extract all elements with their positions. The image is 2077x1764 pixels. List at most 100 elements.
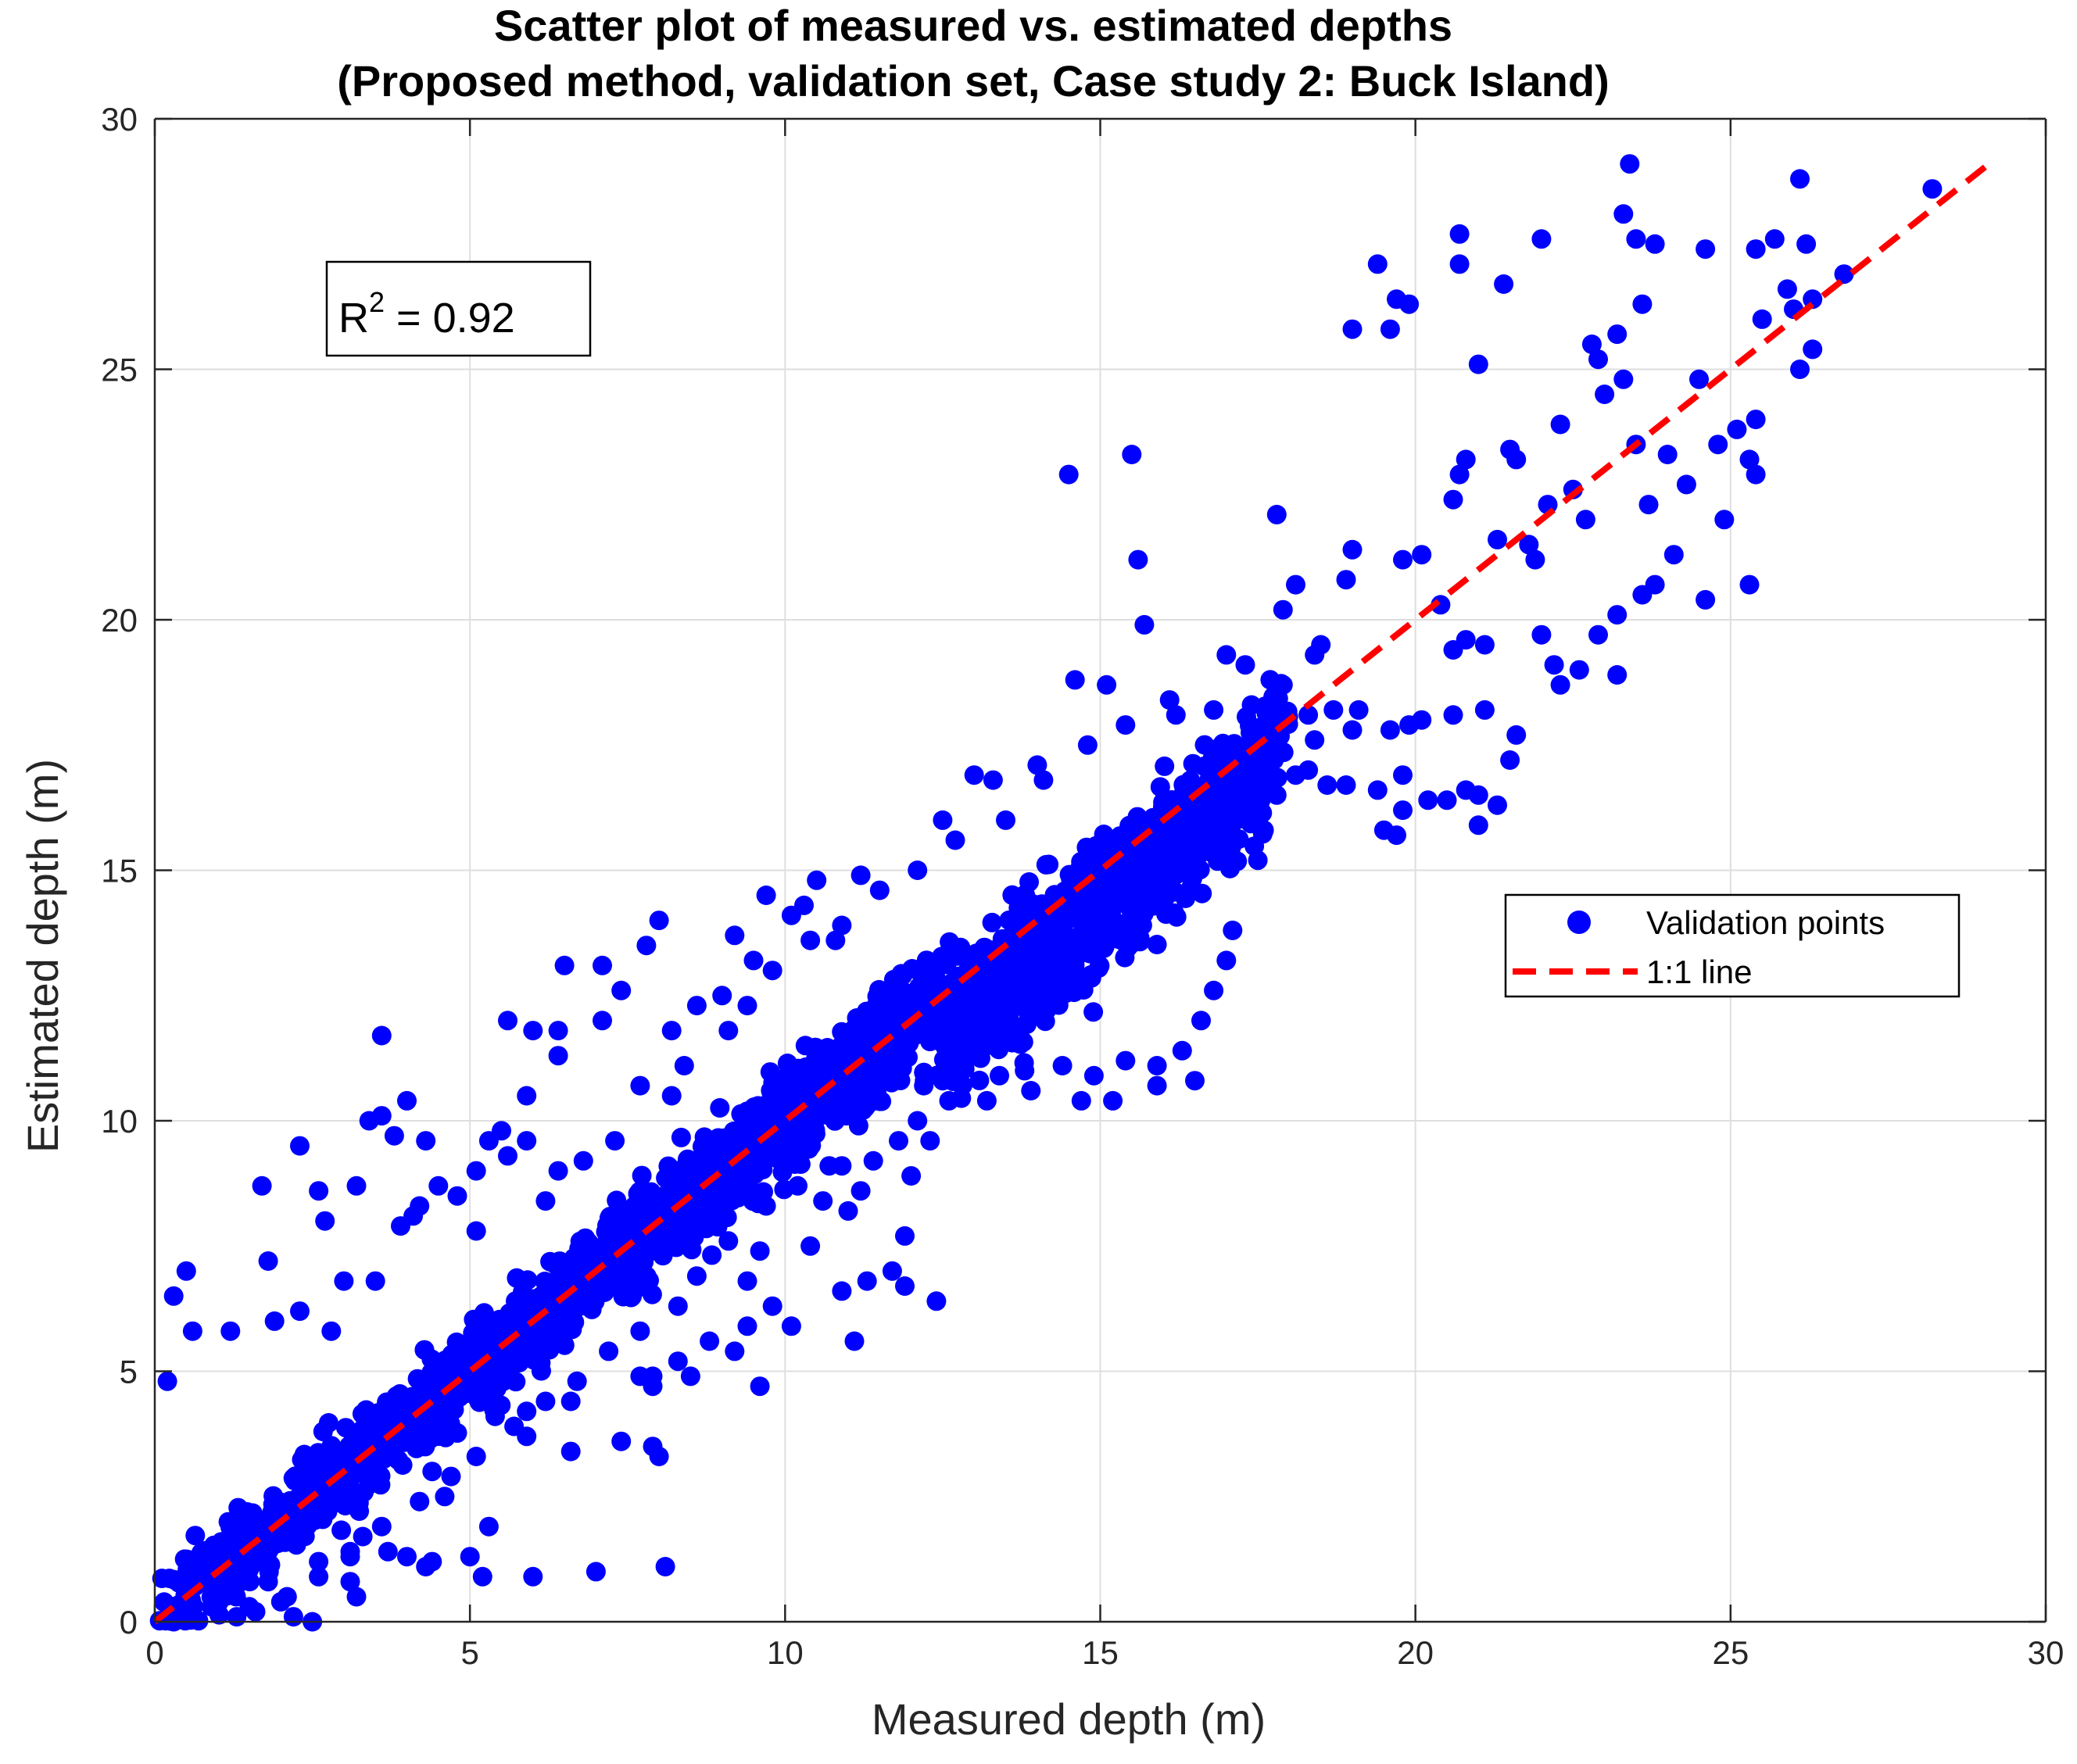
data-point [1020,974,1040,994]
data-point [517,1131,537,1151]
data-point [1336,775,1356,795]
data-point [668,1296,688,1316]
data-point [182,1321,202,1341]
data-point [1550,414,1570,435]
data-point [1241,695,1262,715]
data-point [1298,705,1319,725]
data-point [1223,920,1243,940]
x-tick-label: 20 [1397,1634,1434,1671]
data-point [441,1466,461,1487]
data-point [1204,700,1224,720]
data-point [378,1541,398,1562]
data-point [725,925,745,946]
data-point [636,936,657,956]
data-point [239,1597,260,1617]
data-point [832,915,852,936]
data-point [548,1021,568,1041]
data-point [1286,765,1305,785]
data-point [890,1070,911,1090]
data-point [1657,445,1678,464]
data-point [958,997,979,1018]
data-point [1202,749,1223,769]
data-point [1739,449,1760,470]
data-point [1153,796,1173,817]
data-point [934,1032,954,1053]
data-point [361,1418,381,1438]
data-point [1119,896,1139,916]
data-point [447,1186,467,1206]
data-point [1373,820,1394,840]
data-point [1065,670,1085,690]
data-point [580,1283,600,1304]
data-point [874,1054,894,1074]
data-point [1058,464,1079,485]
data-point [1015,1061,1035,1081]
data-point [737,1271,757,1291]
data-point [983,968,1003,989]
data-point [895,1225,915,1246]
data-point [176,1261,196,1281]
data-point [1393,800,1413,821]
data-point [1607,665,1628,685]
data-point [844,1331,865,1351]
data-point [762,961,782,981]
data-point [1240,716,1260,736]
data-point [1106,877,1126,897]
data-point [1393,765,1413,785]
data-point [264,1533,285,1552]
data-point [1115,1050,1136,1071]
data-point [971,944,991,964]
data-point [1002,885,1022,905]
data-point [882,1261,902,1281]
data-point [914,1075,934,1096]
data-point [1065,900,1085,921]
data-point [1073,980,1094,1000]
data-point [1132,915,1152,936]
data-point [762,1296,782,1316]
data-point [1456,449,1476,470]
data-point [535,1191,556,1211]
data-point [1746,410,1766,430]
data-point [1696,239,1716,259]
data-point [643,1437,663,1457]
y-tick-label: 5 [120,1354,138,1390]
data-point [756,886,776,905]
y-tick-label: 25 [101,352,138,388]
data-point [1739,574,1760,595]
data-point [769,1091,790,1111]
data-point [1336,570,1356,590]
data-point [825,1101,845,1122]
data-point [1248,850,1268,871]
data-point [629,1264,650,1284]
data-point [712,986,732,1006]
data-point [700,1331,720,1351]
data-point [1399,715,1420,735]
data-point [403,1206,424,1226]
data-point [397,1547,417,1567]
data-point [585,1562,606,1582]
data-point [1752,309,1772,329]
data-point [1083,1065,1104,1086]
data-point [384,1125,404,1146]
data-point [1172,1040,1192,1061]
data-point [1696,589,1716,610]
data-point [1632,585,1653,605]
data-point [804,1113,824,1133]
data-point [1216,950,1237,971]
data-point [252,1175,272,1196]
data-point [1714,510,1735,530]
data-point [1494,274,1514,294]
data-point [309,1566,329,1587]
data-point [199,1547,219,1567]
data-point [176,1566,196,1587]
data-point [513,1282,533,1302]
chart-subtitle: (Proposed method, validation set, Case s… [337,56,1609,106]
data-point [1204,980,1224,1000]
data-point [1488,529,1507,549]
data-point [857,1271,877,1291]
data-point [560,1391,581,1412]
data-point [893,965,913,986]
data-point [1083,1002,1104,1022]
data-point [447,1422,467,1443]
